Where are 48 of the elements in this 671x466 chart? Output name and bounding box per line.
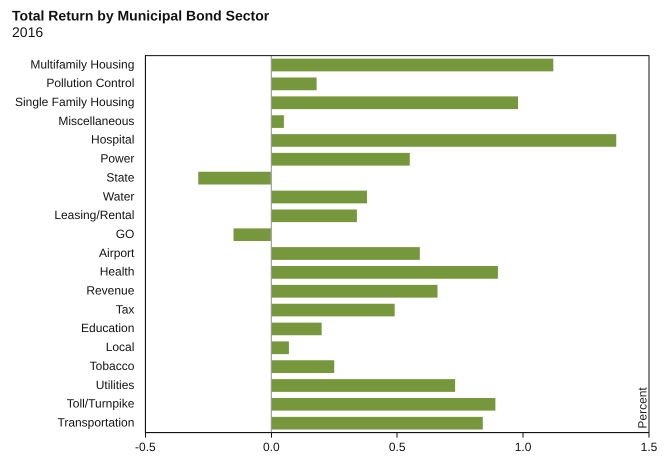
bar [272, 341, 289, 354]
annotation: Percent [635, 386, 650, 429]
bar [272, 152, 410, 166]
x-tick-label: 0.0 [262, 440, 280, 454]
bar [272, 134, 616, 147]
bar [272, 247, 420, 260]
chart-title: Total Return by Municipal Bond Sector [12, 7, 270, 24]
y-tick-label: Tobacco [90, 358, 135, 373]
bar [198, 172, 271, 184]
y-tick-label: Toll/Turnpike [66, 396, 135, 411]
y-tick-label: Airport [99, 246, 136, 260]
y-tick-label: GO [116, 226, 134, 241]
bar [272, 96, 518, 110]
y-tick-label: Power [100, 152, 134, 166]
bar [272, 304, 395, 316]
y-tick-label: Single Family Housing [14, 95, 134, 110]
y-tick-label: Utilities [96, 378, 134, 392]
x-tick-label: 1.0 [514, 440, 532, 454]
y-tick-label: Multifamily Housing [30, 57, 134, 72]
bar [272, 58, 554, 72]
y-tick-label: Health [100, 264, 134, 279]
bar [272, 379, 456, 392]
y-tick-label: Education [81, 321, 134, 336]
bar [272, 78, 317, 90]
x-tick-label: 1.5 [640, 440, 658, 454]
y-tick-label: Leasing/Rental [54, 208, 134, 222]
y-tick-label: Pollution Control [46, 76, 134, 90]
bar [272, 398, 496, 411]
bar [272, 360, 334, 373]
bar [272, 322, 322, 336]
bar [272, 284, 438, 298]
y-tick-label: Tax [116, 302, 134, 316]
y-tick-label: Local [106, 340, 134, 354]
y-tick-label: Miscellaneous [58, 114, 134, 128]
bar [272, 115, 284, 128]
y-tick-label: Transportation [57, 415, 134, 430]
bar [272, 209, 357, 222]
bar [272, 266, 498, 279]
x-tick-label: -0.5 [135, 440, 156, 454]
y-tick-label: Water [102, 189, 134, 204]
bar [272, 416, 483, 430]
text: 2016 [12, 24, 44, 40]
y-tick-label: State [106, 170, 135, 184]
y-tick-label: Hospital [91, 132, 134, 147]
y-tick-label: Revenue [86, 284, 135, 298]
x-tick-label: 0.5 [388, 440, 406, 454]
bar [272, 190, 367, 204]
bar [234, 228, 271, 242]
